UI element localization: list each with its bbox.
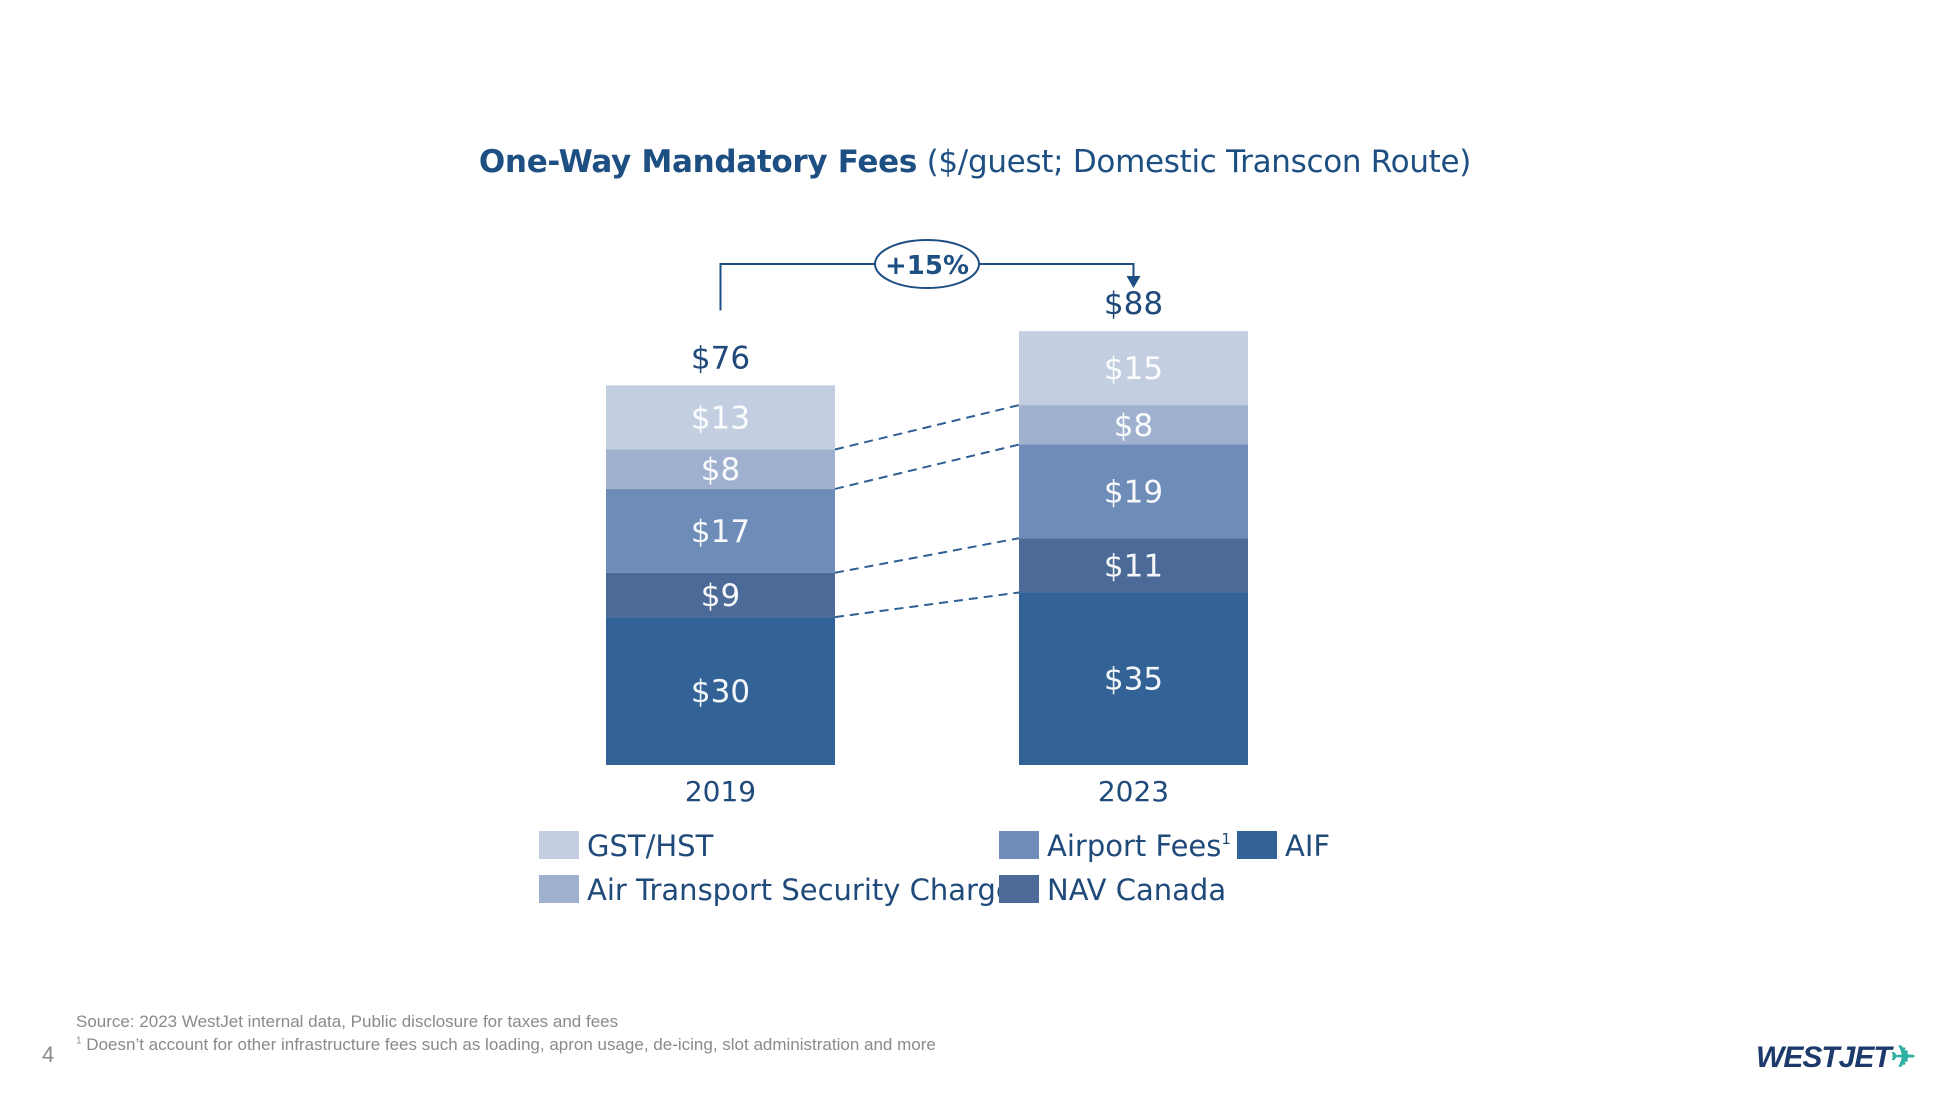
westjet-logo: WESTJET✈ xyxy=(1756,1040,1916,1075)
data-label: $19 xyxy=(1104,474,1163,510)
footnote-marker: 1 xyxy=(76,1035,82,1047)
bar-segment-gst-hst-2019 xyxy=(606,385,835,450)
data-label: $17 xyxy=(691,514,750,550)
footnote: 1 Doesn’t account for other infrastructu… xyxy=(76,1035,936,1055)
dashed-connector xyxy=(834,537,1020,574)
legend-swatch xyxy=(539,875,579,903)
legend-label: NAV Canada xyxy=(1047,873,1226,907)
data-label: $30 xyxy=(691,674,750,710)
legend-swatch xyxy=(539,831,579,859)
footnote-text: Doesn’t account for other infrastructure… xyxy=(86,1035,936,1054)
legend-swatch xyxy=(999,831,1039,859)
bar-segment-air-transport-security-charge-2023 xyxy=(1019,405,1248,445)
bar-segment-nav-canada-2023 xyxy=(1019,538,1248,593)
data-label: $8 xyxy=(1114,408,1153,444)
legend-label: Air Transport Security Charge xyxy=(587,873,1014,907)
dashed-connector xyxy=(834,591,1020,619)
bar-segment-airport-fees-2023 xyxy=(1019,444,1248,539)
x-tick-label: 2023 xyxy=(1098,775,1169,808)
change-label: +15% xyxy=(885,251,969,281)
arrowhead-icon xyxy=(1126,276,1141,288)
total-label-2023: $88 xyxy=(1104,286,1163,322)
bar-segment-airport-fees-2019 xyxy=(606,488,835,573)
logo-text: WESTJET xyxy=(1756,1041,1892,1074)
chart-subtitle: ($/guest; Domestic Transcon Route) xyxy=(926,144,1472,180)
chart-title: One-Way Mandatory Fees ($/guest; Domesti… xyxy=(0,144,1950,180)
x-tick-label: 2019 xyxy=(685,775,756,808)
bar-segment-aif-2023 xyxy=(1019,592,1248,765)
dashed-connector xyxy=(834,404,1020,451)
maple-leaf-icon: ✈ xyxy=(1890,1041,1916,1074)
total-label-2019: $76 xyxy=(691,340,750,376)
dashed-connector xyxy=(834,443,1020,490)
bar-segment-air-transport-security-charge-2019 xyxy=(606,449,835,489)
legend-label: GST/HST xyxy=(587,829,714,863)
data-label: $35 xyxy=(1104,662,1163,698)
page-number: 4 xyxy=(42,1042,55,1067)
data-label: $8 xyxy=(701,452,740,488)
legend-swatch xyxy=(1237,831,1277,859)
legend-label: Airport Fees1 xyxy=(1047,829,1231,863)
data-label: $13 xyxy=(691,400,750,436)
bar-segment-gst-hst-2023 xyxy=(1019,331,1248,406)
legend-superscript: 1 xyxy=(1221,830,1231,848)
data-label: $15 xyxy=(1104,351,1163,387)
data-label: $9 xyxy=(701,578,740,614)
change-badge xyxy=(874,239,980,289)
bar-segment-nav-canada-2019 xyxy=(606,572,835,618)
data-label: $11 xyxy=(1104,548,1163,584)
legend-swatch xyxy=(999,875,1039,903)
bar-segment-aif-2019 xyxy=(606,617,835,765)
chart-title-bold: One-Way Mandatory Fees xyxy=(478,144,918,180)
source-note: Source: 2023 WestJet internal data, Publ… xyxy=(76,1012,619,1031)
legend-label: AIF xyxy=(1285,829,1330,863)
